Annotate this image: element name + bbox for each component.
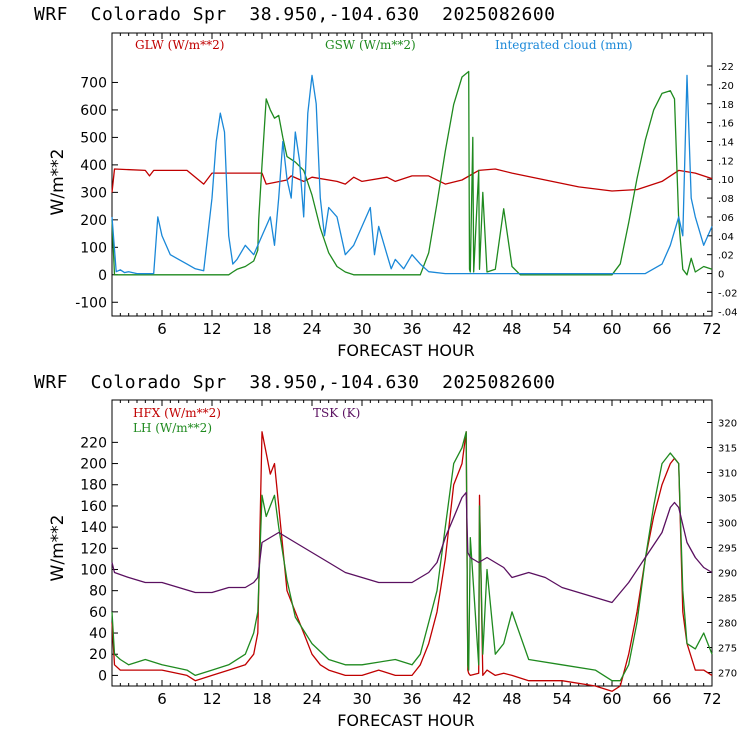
bottom-x-tick-label: 12 xyxy=(202,690,221,708)
bottom-x-tick-label: 60 xyxy=(602,690,621,708)
top-y2-tick-label: -.02 xyxy=(718,288,738,299)
top-y-tick-label: 600 xyxy=(80,103,107,119)
bottom-y2-tick-label: 285 xyxy=(718,594,737,605)
top-y-tick-label: 400 xyxy=(80,158,107,174)
bottom-y2-tick-label: 290 xyxy=(718,569,737,580)
bottom-x-tick-label: 18 xyxy=(252,690,271,708)
legend-gsw: GSW (W/m**2) xyxy=(325,38,416,52)
top-x-tick-label: 36 xyxy=(402,320,421,338)
bottom-x-tick-label: 66 xyxy=(652,690,671,708)
bottom-y-tick-label: 60 xyxy=(89,605,107,621)
bottom-y-tick-label: 140 xyxy=(80,520,107,536)
x-axis-label-top: FORECAST HOUR xyxy=(337,341,475,360)
bottom-x-tick-label: 6 xyxy=(157,690,167,708)
top-x-tick-label: 42 xyxy=(452,320,471,338)
bottom-y2-tick-label: 270 xyxy=(718,669,737,680)
top-y-tick-label: 200 xyxy=(80,213,107,229)
top-x-tick-label: 48 xyxy=(502,320,521,338)
bottom-x-tick-label: 30 xyxy=(352,690,371,708)
x-axis-label-bottom: FORECAST HOUR xyxy=(337,711,475,730)
legend-glw: GLW (W/m**2) xyxy=(135,38,224,52)
top-x-tick-label: 6 xyxy=(157,320,167,338)
top-x-tick-label: 24 xyxy=(302,320,321,338)
top-y2-tick-label: .12 xyxy=(718,156,734,167)
bottom-plot-frame xyxy=(111,399,713,687)
bottom-y-tick-label: 0 xyxy=(98,668,107,684)
bottom-series-tsk xyxy=(111,491,713,604)
bottom-y2-tick-label: 305 xyxy=(718,494,737,505)
bottom-y2-tick-label: 320 xyxy=(718,419,737,430)
chart-title-top: WRF Colorado Spr 38.950,-104.630 2025082… xyxy=(34,4,556,25)
top-y2-tick-label: .04 xyxy=(718,232,734,243)
chart-title-bottom: WRF Colorado Spr 38.950,-104.630 2025082… xyxy=(34,372,556,393)
top-y2-tick-label: .14 xyxy=(718,137,734,148)
bottom-y2-tick-label: 275 xyxy=(718,644,737,655)
top-y-tick-label: 700 xyxy=(80,75,107,91)
top-y2-tick-label: .18 xyxy=(718,100,734,111)
bottom-x-tick-label: 72 xyxy=(702,690,721,708)
bottom-y-tick-label: 200 xyxy=(80,457,107,473)
top-series-gsw xyxy=(111,70,713,276)
top-y2-tick-label: .02 xyxy=(718,251,734,262)
top-x-tick-label: 66 xyxy=(652,320,671,338)
top-x-tick-label: 30 xyxy=(352,320,371,338)
bottom-y-tick-label: 120 xyxy=(80,541,107,557)
legend-hfx: HFX (W/m**2) xyxy=(133,406,221,420)
bottom-y-tick-label: 220 xyxy=(80,435,107,451)
bottom-y-tick-label: 160 xyxy=(80,499,107,515)
top-y-tick-label: 300 xyxy=(80,185,107,201)
top-y-tick-label: 500 xyxy=(80,130,107,146)
top-y2-tick-label: .16 xyxy=(718,119,734,130)
top-x-tick-label: 12 xyxy=(202,320,221,338)
top-y-tick-label: 100 xyxy=(80,240,107,256)
bottom-y-tick-label: 100 xyxy=(80,562,107,578)
top-y2-tick-label: .06 xyxy=(718,213,734,224)
bottom-y-tick-label: 20 xyxy=(89,647,107,663)
bottom-x-tick-label: 48 xyxy=(502,690,521,708)
legend-lh: LH (W/m**2) xyxy=(133,421,212,435)
bottom-x-tick-label: 36 xyxy=(402,690,421,708)
bottom-x-tick-label: 54 xyxy=(552,690,571,708)
top-x-tick-label: 72 xyxy=(702,320,721,338)
bottom-series-hfx xyxy=(111,431,713,692)
bottom-y2-tick-label: 295 xyxy=(718,544,737,555)
top-y2-tick-label: .22 xyxy=(718,62,734,73)
bottom-y2-tick-label: 300 xyxy=(718,519,737,530)
bottom-y-tick-label: 180 xyxy=(80,478,107,494)
bottom-y-tick-label: 80 xyxy=(89,584,107,600)
top-y2-tick-label: 0 xyxy=(718,270,724,281)
top-y2-tick-label: -.04 xyxy=(718,307,738,318)
bottom-series-lh xyxy=(111,431,713,682)
top-series-glw xyxy=(111,168,713,193)
bottom-y2-tick-label: 315 xyxy=(718,444,737,455)
top-y2-tick-label: .20 xyxy=(718,81,734,92)
top-y-tick-label: 0 xyxy=(98,268,107,284)
bottom-y2-tick-label: 310 xyxy=(718,469,737,480)
bottom-y2-tick-label: 280 xyxy=(718,619,737,630)
y-axis-label-bottom: W/m**2 xyxy=(48,515,68,582)
y-axis-label-top: W/m**2 xyxy=(48,149,68,216)
chart-top: GLW (W/m**2) GSW (W/m**2) Integrated clo… xyxy=(48,32,738,360)
top-series-integrated-cloud xyxy=(111,74,713,275)
bottom-y-tick-label: 40 xyxy=(89,626,107,642)
legend-tsk: TSK (K) xyxy=(313,406,360,420)
top-y2-tick-label: .08 xyxy=(718,194,734,205)
top-x-tick-label: 18 xyxy=(252,320,271,338)
top-x-tick-label: 54 xyxy=(552,320,571,338)
legend-cloud: Integrated cloud (mm) xyxy=(495,38,633,52)
top-y2-tick-label: .10 xyxy=(718,175,734,186)
bottom-x-tick-label: 24 xyxy=(302,690,321,708)
top-x-tick-label: 60 xyxy=(602,320,621,338)
bottom-x-tick-label: 42 xyxy=(452,690,471,708)
chart-bottom: HFX (W/m**2) LH (W/m**2) TSK (K) W/m**2 … xyxy=(48,399,737,730)
top-y-tick-label: -100 xyxy=(75,295,107,311)
